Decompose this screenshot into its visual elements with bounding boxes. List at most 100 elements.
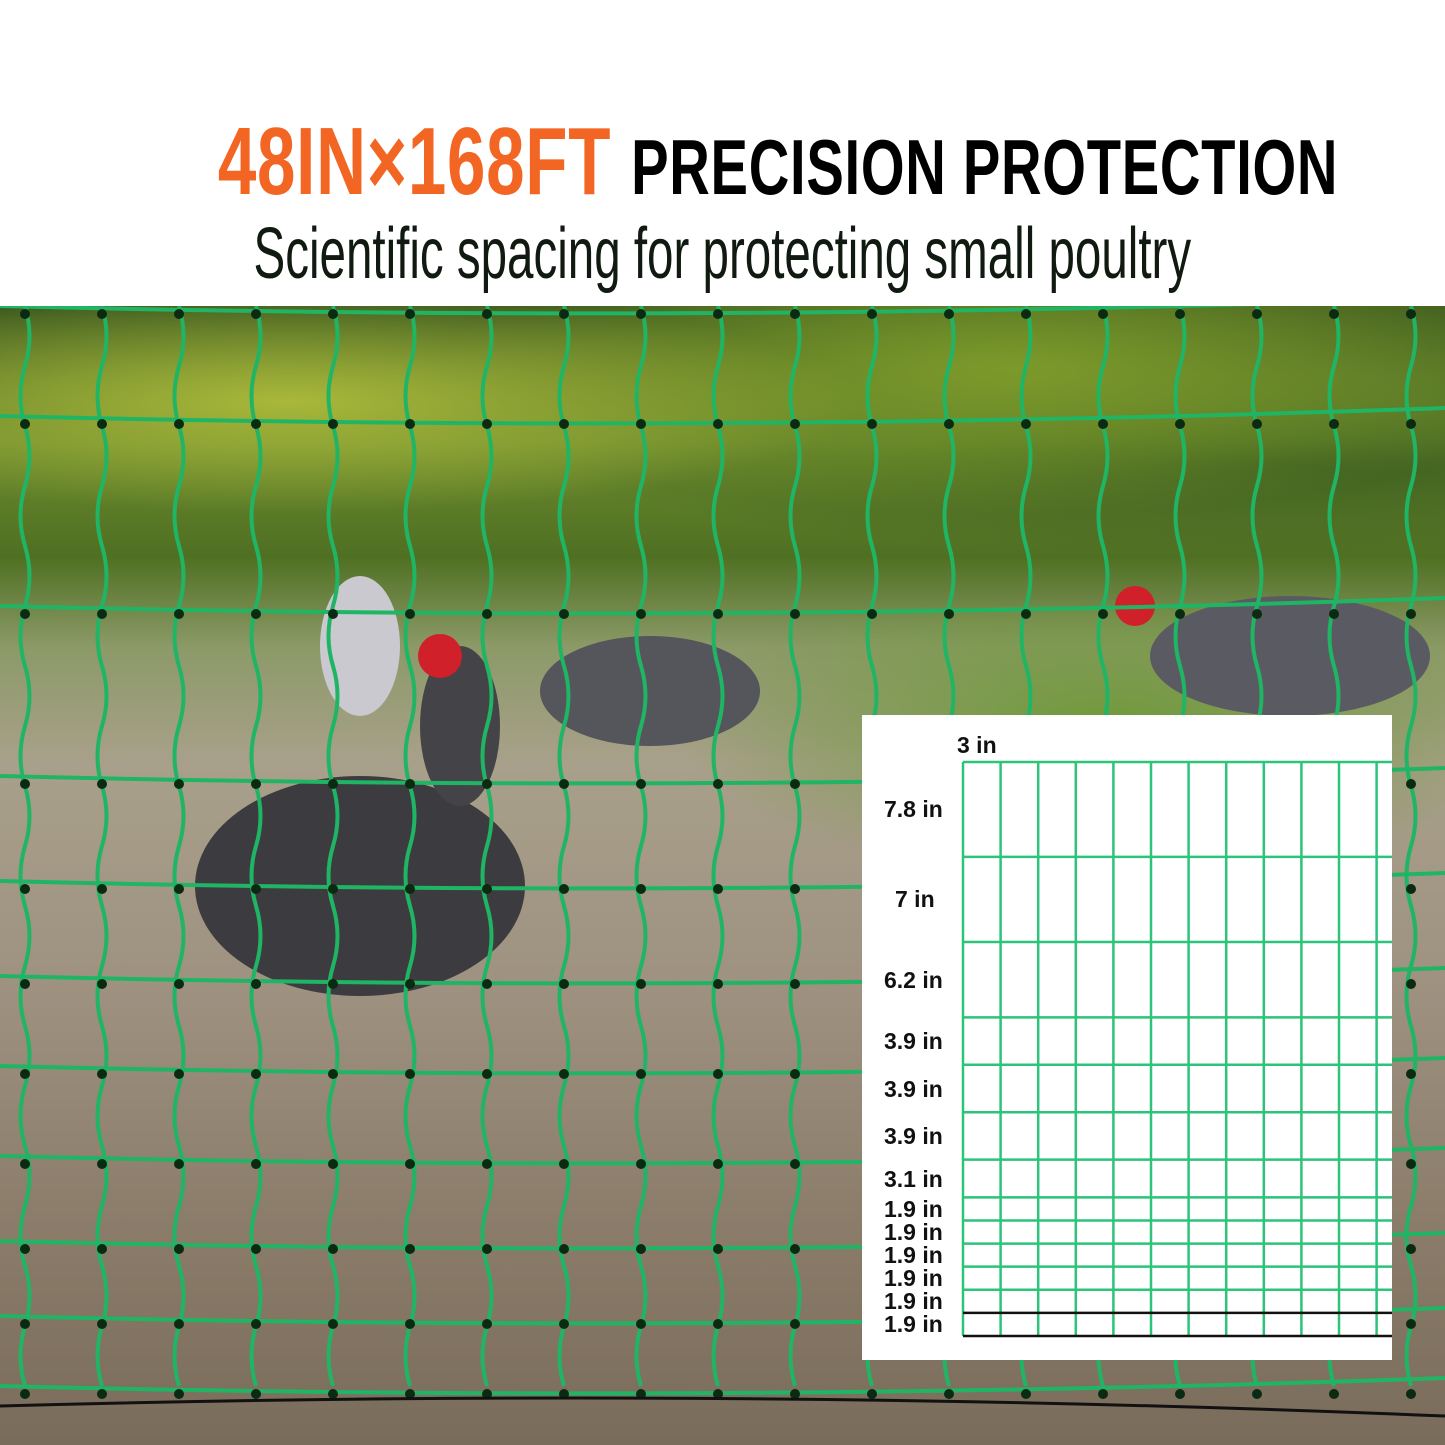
net-knot [1406,1389,1416,1399]
net-knot [790,309,800,319]
net-knot [636,609,646,619]
net-knot [251,779,261,789]
net-knot [1021,1389,1031,1399]
net-knot [20,979,30,989]
net-knot [405,1069,415,1079]
net-knot [174,779,184,789]
net-knot [174,1244,184,1254]
net-knot [713,1319,723,1329]
net-knot [867,419,877,429]
net-knot [1406,884,1416,894]
net-knot [20,1244,30,1254]
spacing-diagram: 3 in 7.8 in 7 in 6.2 in 3.9 in 3.9 in 3.9 in 3… [862,715,1392,1360]
net-knot [97,979,107,989]
net-knot [251,1389,261,1399]
net-knot [1252,1389,1262,1399]
net-knot [482,1069,492,1079]
net-knot [20,419,30,429]
net-knot [636,419,646,429]
net-knot [328,609,338,619]
headline-dimensions: 48IN×168FT [217,108,612,215]
net-knot [20,779,30,789]
net-knot [20,609,30,619]
net-knot [482,1319,492,1329]
net-knot [944,609,954,619]
net-knot [482,1159,492,1169]
net-vertical-strand [1404,306,1418,1387]
net-knot [97,1389,107,1399]
net-vertical-strand [249,306,263,1387]
net-knot [1021,419,1031,429]
net-knot [713,884,723,894]
net-knot [713,979,723,989]
net-knot [559,419,569,429]
net-knot [482,1244,492,1254]
net-knot [867,1389,877,1399]
row-spacing-label: 3.9 in [884,1075,943,1102]
net-knot [1406,1319,1416,1329]
net-horizontal-strand [0,406,1445,426]
net-knot [1406,309,1416,319]
net-knot [20,884,30,894]
net-knot [174,1319,184,1329]
net-knot [328,1319,338,1329]
net-knot [482,884,492,894]
row-spacing-label: 1.9 in [884,1242,943,1269]
net-knot [1329,609,1339,619]
net-horizontal-strand [0,1376,1445,1396]
net-knot [174,309,184,319]
net-knot [482,1389,492,1399]
net-knot [1252,419,1262,429]
net-knot [790,884,800,894]
row-spacing-label: 7.8 in [884,796,943,823]
net-knot [1021,309,1031,319]
net-knot [1098,419,1108,429]
net-knot [1252,609,1262,619]
net-knot [1175,609,1185,619]
chickens-illustration [195,576,1430,996]
net-knot [405,979,415,989]
net-knot [482,609,492,619]
net-knot [867,609,877,619]
net-knot [559,1069,569,1079]
chicken-right [1150,596,1430,716]
net-knot [328,1389,338,1399]
net-knot [482,419,492,429]
net-knot [1329,309,1339,319]
net-knot [1098,309,1108,319]
net-vertical-strand [634,306,648,1387]
net-knot [97,419,107,429]
net-knot [1406,1069,1416,1079]
net-knot [944,309,954,319]
net-knot [559,779,569,789]
net-knot [174,1159,184,1169]
row-spacing-label: 3.9 in [884,1028,943,1055]
net-knot [559,979,569,989]
net-knot [559,1319,569,1329]
net-knot [636,309,646,319]
net-knot [251,1069,261,1079]
net-knot [251,1244,261,1254]
column-spacing-label: 3 in [957,732,997,758]
chicken-front-neck [420,646,500,806]
net-knot [405,1319,415,1329]
net-knot [636,884,646,894]
net-knot [636,779,646,789]
net-knot [713,609,723,619]
net-knot [1175,419,1185,429]
net-knot [713,1159,723,1169]
net-knot [636,1159,646,1169]
net-knot [174,1389,184,1399]
net-knot [251,979,261,989]
net-knot [790,1159,800,1169]
row-spacing-label: 6.2 in [884,966,943,993]
net-knot [1175,1389,1185,1399]
net-knot [482,779,492,789]
net-knot [944,1389,954,1399]
subheadline: Scientific spacing for protecting small … [0,214,1445,294]
net-knot [328,979,338,989]
net-knot [174,419,184,429]
net-knot [1098,609,1108,619]
net-knot [97,1319,107,1329]
net-knot [636,1319,646,1329]
